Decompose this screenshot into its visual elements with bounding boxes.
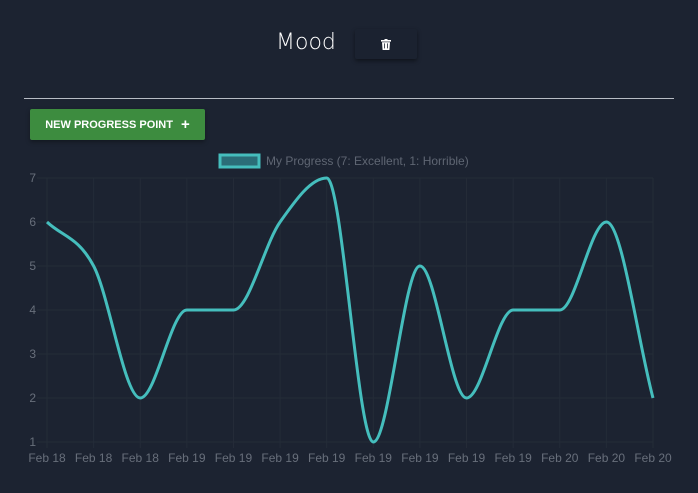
legend-swatch[interactable] — [218, 153, 261, 169]
y-tick-label: 1 — [29, 435, 36, 449]
y-tick-label: 6 — [29, 215, 36, 229]
data-point[interactable] — [92, 264, 96, 268]
data-point[interactable] — [465, 396, 469, 400]
data-point[interactable] — [138, 396, 142, 400]
progress-chart: My Progress (7: Excellent, 1: Horrible) … — [28, 153, 672, 465]
delete-button[interactable] — [355, 29, 417, 59]
x-tick-label: Feb 19 — [448, 451, 486, 465]
data-point[interactable] — [511, 308, 515, 312]
data-point[interactable] — [45, 220, 49, 224]
data-point[interactable] — [418, 264, 422, 268]
data-point[interactable] — [651, 396, 655, 400]
x-tick-label: Feb 20 — [634, 451, 672, 465]
page-title: Mood — [276, 30, 336, 55]
x-tick-label: Feb 20 — [588, 451, 626, 465]
x-tick-label: Feb 19 — [261, 451, 299, 465]
header-divider — [24, 98, 674, 99]
data-point[interactable] — [185, 308, 189, 312]
x-tick-label: Feb 20 — [541, 451, 579, 465]
new-progress-point-label: NEW PROGRESS POINT — [45, 118, 173, 131]
data-point[interactable] — [371, 440, 375, 444]
x-tick-label: Feb 19 — [215, 451, 253, 465]
y-tick-label: 3 — [29, 347, 36, 361]
y-tick-label: 2 — [29, 391, 36, 405]
x-tick-label: Feb 18 — [28, 451, 66, 465]
x-tick-label: Feb 19 — [355, 451, 393, 465]
data-point[interactable] — [558, 308, 562, 312]
x-tick-label: Feb 19 — [401, 451, 439, 465]
y-tick-label: 7 — [29, 171, 36, 185]
data-point[interactable] — [325, 176, 329, 180]
new-progress-point-button[interactable]: NEW PROGRESS POINT + — [30, 109, 205, 140]
series-line — [45, 176, 655, 444]
data-point[interactable] — [604, 220, 608, 224]
y-tick-label: 4 — [29, 303, 36, 317]
data-point[interactable] — [278, 220, 282, 224]
legend-label[interactable]: My Progress (7: Excellent, 1: Horrible) — [266, 154, 469, 168]
x-tick-label: Feb 19 — [168, 451, 206, 465]
data-point[interactable] — [231, 308, 235, 312]
x-tick-label: Feb 18 — [122, 451, 160, 465]
plus-icon: + — [180, 116, 190, 133]
x-tick-label: Feb 19 — [308, 451, 346, 465]
x-tick-label: Feb 18 — [75, 451, 113, 465]
x-tick-label: Feb 19 — [494, 451, 532, 465]
trash-icon — [381, 38, 391, 50]
y-tick-label: 5 — [29, 259, 36, 273]
